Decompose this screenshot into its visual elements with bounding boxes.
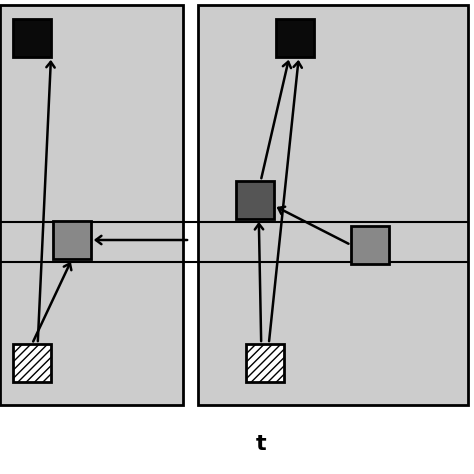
- Bar: [351, 226, 389, 264]
- Bar: [13, 344, 51, 382]
- Bar: [246, 344, 284, 382]
- Bar: [0, 5, 183, 405]
- Bar: [198, 5, 468, 405]
- Bar: [276, 19, 314, 57]
- Bar: [13, 19, 51, 57]
- Bar: [53, 221, 91, 259]
- Bar: [236, 181, 274, 219]
- Text: t: t: [255, 434, 266, 454]
